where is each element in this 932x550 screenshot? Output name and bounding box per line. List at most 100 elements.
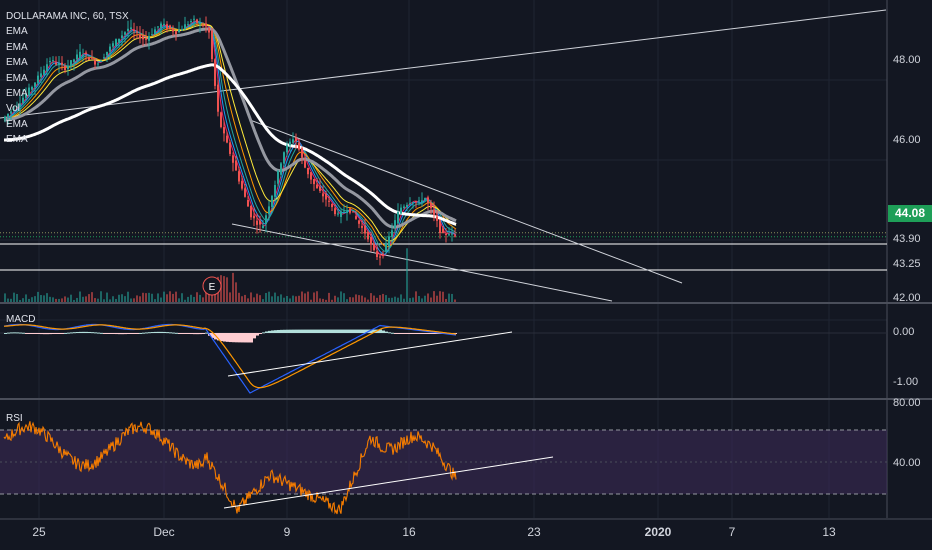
indicator-ema-6[interactable]: EMA	[6, 118, 28, 130]
indicator-ema-3[interactable]: EMA	[6, 57, 28, 69]
volume-bar	[256, 293, 258, 302]
volume-bar	[352, 297, 354, 302]
volume-bar	[394, 296, 396, 302]
candle-body	[160, 23, 162, 29]
candle-body	[172, 28, 174, 32]
volume-bar	[181, 293, 183, 302]
volume-bar	[235, 282, 237, 302]
candle-body	[31, 86, 33, 90]
macd-histogram-bar	[4, 333, 7, 334]
candle-body	[199, 22, 201, 25]
volume-bar	[22, 298, 24, 302]
volume-bar	[277, 296, 279, 302]
macd-histogram-bar	[94, 332, 97, 334]
rsi-tick-80: 80.00	[893, 397, 921, 409]
volume-bar	[145, 293, 147, 302]
indicator-ema-7[interactable]: EMA	[6, 134, 28, 146]
macd-histogram-bar	[319, 329, 322, 333]
macd-histogram-bar	[136, 333, 139, 334]
macd-histogram-bar	[424, 333, 427, 334]
volume-bar	[367, 299, 369, 302]
volume-bar	[100, 291, 102, 302]
trendline-upper-channel	[0, 9, 887, 119]
candle-body	[271, 195, 273, 208]
macd-histogram-bar	[163, 331, 166, 333]
volume-bar	[103, 299, 105, 302]
volume-bar	[139, 296, 141, 302]
macd-histogram-bar	[52, 333, 55, 334]
macd-histogram-bar	[199, 333, 202, 335]
candle-body	[190, 20, 192, 23]
volume-bar	[175, 291, 177, 302]
volume-bar	[376, 297, 378, 302]
candle-body	[313, 179, 315, 185]
indicator-vol[interactable]: Vol	[6, 103, 20, 115]
volume-bar	[64, 296, 66, 302]
indicator-ema-4[interactable]: EMA	[6, 72, 28, 84]
symbol-title[interactable]: DOLLARAMA INC, 60, TSX	[6, 11, 129, 22]
volume-bar	[202, 297, 204, 302]
macd-histogram-bar	[28, 333, 31, 334]
volume-bar	[193, 296, 195, 302]
volume-bar	[424, 295, 426, 302]
candle-body	[256, 220, 258, 225]
candle-body	[280, 163, 282, 175]
candle-body	[349, 208, 351, 213]
candle-body	[316, 184, 318, 189]
volume-bar	[430, 297, 432, 302]
macd-histogram-bar	[265, 331, 268, 333]
candle-body	[274, 185, 276, 197]
volume-bar	[331, 299, 333, 302]
candle-body	[355, 216, 357, 219]
volume-bar	[325, 299, 327, 302]
volume-bar	[385, 295, 387, 302]
macd-histogram-bar	[397, 333, 400, 334]
macd-histogram-bar	[151, 332, 154, 334]
indicator-ema-2[interactable]: EMA	[6, 41, 28, 53]
macd-histogram-bar	[175, 332, 178, 334]
candle-body	[361, 225, 363, 228]
candle-body	[55, 62, 57, 65]
candle-body	[73, 59, 75, 62]
macd-histogram-bar	[241, 333, 244, 343]
volume-bar	[250, 292, 252, 302]
ema-line-3	[3, 22, 457, 252]
macd-pane-label[interactable]: MACD	[6, 314, 36, 325]
candle-body	[337, 213, 339, 215]
candle-body	[346, 211, 348, 214]
volume-bar	[160, 297, 162, 302]
candle-body	[427, 197, 429, 204]
macd-histogram-bar	[211, 333, 214, 338]
macd-histogram-bar	[82, 331, 85, 333]
volume-bar	[13, 292, 15, 302]
volume-bar	[130, 298, 132, 302]
volume-bar	[244, 294, 246, 302]
macd-histogram-bar	[229, 333, 232, 343]
candle-body	[259, 220, 261, 225]
macd-histogram-bar	[418, 333, 421, 334]
macd-histogram-bar	[403, 333, 406, 334]
candle-body	[157, 26, 159, 28]
macd-histogram-bar	[73, 332, 76, 334]
candle-body	[133, 29, 135, 31]
candle-body	[175, 31, 177, 35]
candle-body	[67, 65, 69, 70]
macd-histogram-bar	[235, 333, 238, 343]
volume-bar	[199, 294, 201, 302]
volume-bar	[37, 291, 39, 302]
macd-histogram-bar	[7, 332, 10, 334]
macd-histogram-bar	[160, 331, 163, 333]
current-price-tag: 44.08	[888, 205, 932, 222]
indicator-ema-5[interactable]: EMA	[6, 88, 28, 100]
indicator-ema-1[interactable]: EMA	[6, 26, 28, 38]
candle-body	[322, 193, 324, 197]
macd-histogram-bar	[370, 329, 373, 333]
candle-body	[58, 63, 60, 65]
chart-legend: DOLLARAMA INC, 60, TSX EMA EMA EMA EMA E…	[6, 9, 129, 148]
rsi-pane-label[interactable]: RSI	[6, 413, 23, 424]
volume-bar	[124, 296, 126, 302]
candle-body	[91, 57, 93, 59]
candle-body	[64, 66, 66, 71]
macd-histogram-bar	[172, 332, 175, 334]
